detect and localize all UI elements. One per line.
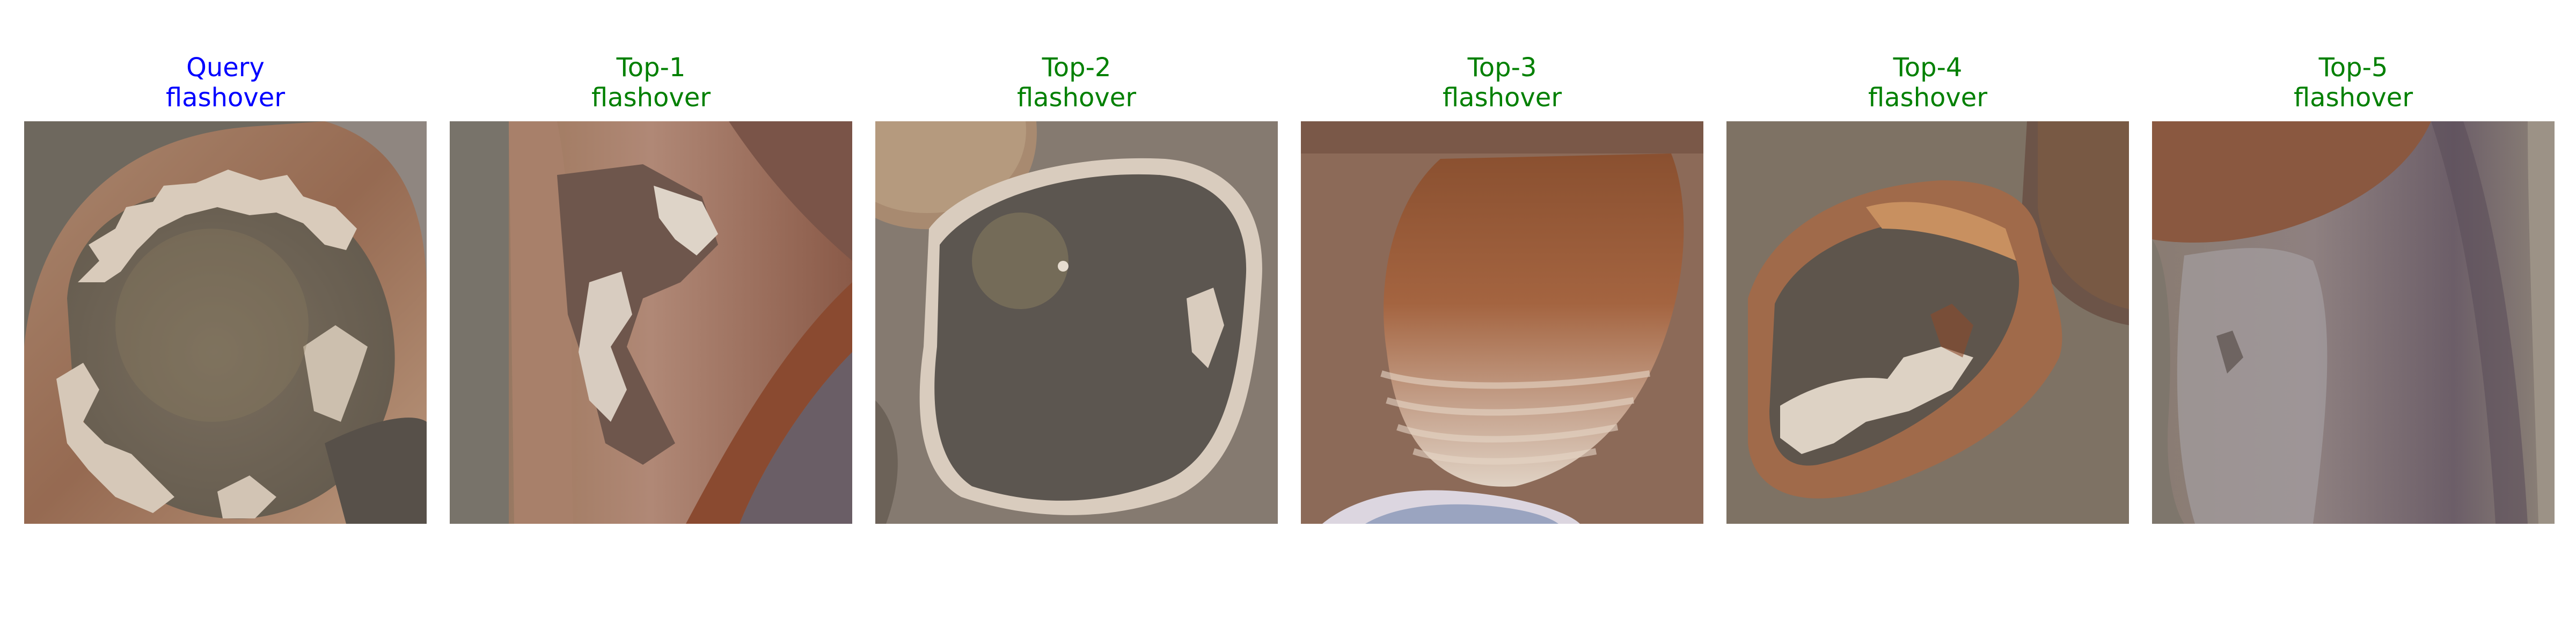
result-image-3 bbox=[1301, 121, 1703, 524]
result-caption-3: Top-3 flashover bbox=[1301, 53, 1703, 113]
result-class-label-1: flashover bbox=[591, 83, 711, 113]
result-rank-label-3: Top-3 bbox=[1467, 53, 1537, 83]
result-rank-label-2: Top-2 bbox=[1042, 53, 1111, 83]
result-panel-4: Top-4 flashover bbox=[1726, 0, 2129, 644]
query-class-label: flashover bbox=[165, 83, 286, 113]
result-panel-5: Top-5 flashover bbox=[2152, 0, 2555, 644]
result-class-label-5: flashover bbox=[2293, 83, 2413, 113]
query-panel: Query flashover bbox=[24, 0, 427, 644]
query-caption: Query flashover bbox=[24, 53, 427, 113]
result-panel-2: Top-2 flashover bbox=[875, 0, 1278, 644]
result-image-2 bbox=[875, 121, 1278, 524]
result-image-4 bbox=[1726, 121, 2129, 524]
result-panel-1: Top-1 flashover bbox=[450, 0, 852, 644]
result-rank-label-4: Top-4 bbox=[1893, 53, 1963, 83]
result-class-label-3: flashover bbox=[1442, 83, 1562, 113]
result-image-1 bbox=[450, 121, 852, 524]
result-caption-4: Top-4 flashover bbox=[1726, 53, 2129, 113]
result-class-label-4: flashover bbox=[1868, 83, 1988, 113]
result-class-label-2: flashover bbox=[1016, 83, 1137, 113]
result-rank-label-5: Top-5 bbox=[2318, 53, 2388, 83]
result-rank-label-1: Top-1 bbox=[616, 53, 686, 83]
result-panel-3: Top-3 flashover bbox=[1301, 0, 1703, 644]
query-image bbox=[24, 121, 427, 524]
result-caption-2: Top-2 flashover bbox=[875, 53, 1278, 113]
result-caption-5: Top-5 flashover bbox=[2152, 53, 2555, 113]
result-caption-1: Top-1 flashover bbox=[450, 53, 852, 113]
result-image-5 bbox=[2152, 121, 2555, 524]
query-rank-label: Query bbox=[186, 53, 265, 83]
